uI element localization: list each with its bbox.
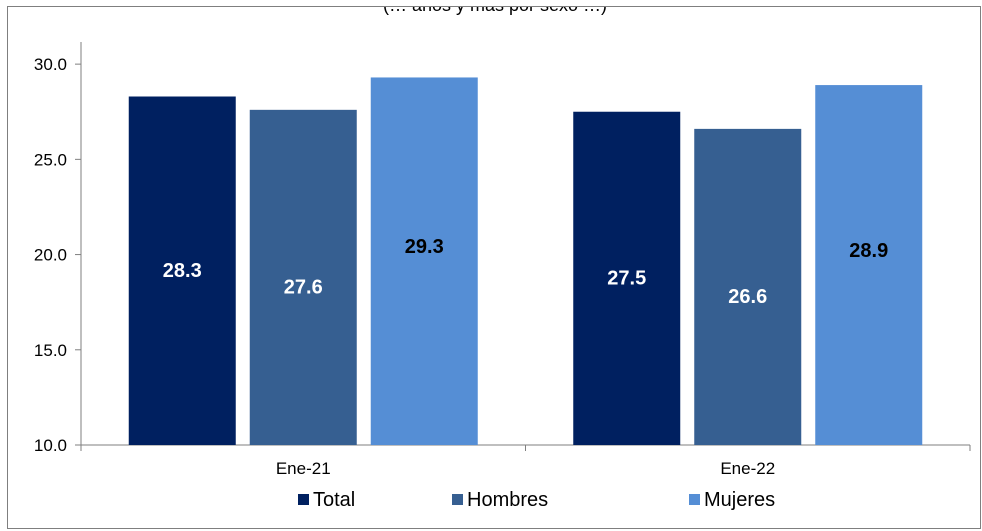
data-label: 28.3: [163, 260, 202, 282]
data-label: 29.3: [405, 236, 444, 258]
y-tick-label: 25.0: [34, 150, 67, 169]
data-label: 26.6: [728, 286, 767, 308]
x-tick-label: Ene-21: [276, 459, 331, 478]
y-tick-label: 10.0: [34, 436, 67, 455]
chart-frame: (… años y más por sexo …) 10.0 15.0 20.0 25…: [7, 6, 981, 529]
bar: [694, 128, 802, 445]
legend-swatch: [452, 494, 463, 505]
legend-label: Total: [313, 489, 355, 511]
chart-title-fragment: (… años y más por sexo …): [8, 7, 980, 16]
bar: [128, 96, 236, 446]
data-label: 27.5: [607, 267, 646, 289]
bar-chart: 10.0 15.0 20.0 25.0 30.0 28.3 27.6 29.3 Ene-21 27…: [34, 42, 971, 511]
data-label: 27.6: [284, 276, 323, 298]
legend-label: Hombres: [467, 489, 548, 511]
legend-swatch: [298, 494, 309, 505]
bar: [249, 109, 357, 446]
bar: [573, 111, 681, 445]
y-tick-label: 15.0: [34, 341, 67, 360]
y-tick-label: 20.0: [34, 246, 67, 265]
legend-label: Mujeres: [704, 489, 775, 511]
x-tick-label: Ene-22: [720, 459, 775, 478]
bar: [815, 85, 923, 446]
legend-swatch: [689, 494, 700, 505]
data-label: 28.9: [849, 240, 888, 262]
bar: [370, 77, 478, 445]
y-tick-label: 30.0: [34, 55, 67, 74]
